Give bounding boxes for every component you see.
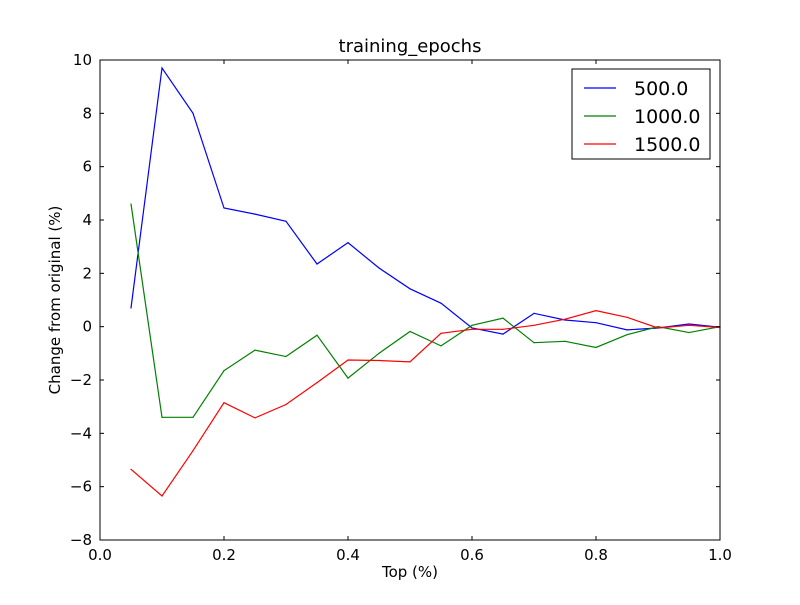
data-point bbox=[502, 328, 504, 330]
data-point bbox=[440, 302, 442, 304]
data-point bbox=[161, 67, 163, 69]
data-point bbox=[657, 327, 659, 329]
chart-title: training_epochs bbox=[339, 36, 482, 57]
data-point bbox=[440, 332, 442, 334]
x-tick-label: 0.4 bbox=[336, 546, 360, 564]
data-point bbox=[316, 263, 318, 265]
data-point bbox=[564, 318, 566, 320]
legend-label: 1000.0 bbox=[634, 106, 700, 128]
y-tick-label: 6 bbox=[82, 158, 92, 176]
data-point bbox=[192, 450, 194, 452]
data-point bbox=[254, 213, 256, 215]
x-tick-label: 0.2 bbox=[212, 546, 236, 564]
data-point bbox=[471, 327, 473, 329]
data-point bbox=[285, 220, 287, 222]
y-tick-label: 8 bbox=[82, 104, 92, 122]
y-tick-label: 2 bbox=[82, 264, 92, 282]
data-point bbox=[285, 403, 287, 406]
data-point bbox=[130, 468, 132, 470]
series-line-0 bbox=[130, 66, 721, 335]
series-layer bbox=[130, 66, 721, 497]
data-point bbox=[502, 317, 504, 319]
data-point bbox=[564, 340, 566, 342]
data-point bbox=[688, 323, 690, 325]
data-point bbox=[192, 416, 194, 418]
x-tick-label: 0.0 bbox=[88, 546, 112, 564]
y-tick-label: 0 bbox=[82, 318, 92, 336]
data-point bbox=[254, 417, 256, 419]
data-point bbox=[161, 495, 163, 497]
data-point bbox=[409, 330, 411, 333]
legend: 500.0 1000.0 1500.0 bbox=[571, 68, 711, 160]
data-point bbox=[223, 370, 225, 372]
data-point bbox=[409, 288, 411, 290]
y-tick-label: −6 bbox=[70, 478, 92, 496]
data-point bbox=[285, 355, 287, 358]
data-point bbox=[440, 345, 442, 347]
legend-label: 1500.0 bbox=[634, 134, 700, 156]
y-tick-label: 4 bbox=[82, 211, 92, 229]
data-point bbox=[347, 359, 349, 361]
x-tick-label: 0.6 bbox=[460, 546, 484, 564]
data-point bbox=[130, 203, 132, 205]
data-point bbox=[533, 312, 535, 314]
data-point bbox=[254, 349, 256, 351]
series-line-2 bbox=[130, 310, 721, 497]
x-axis-label: Top (%) bbox=[381, 563, 438, 581]
data-point bbox=[595, 322, 597, 324]
data-point bbox=[378, 359, 380, 362]
data-point bbox=[471, 328, 473, 330]
data-point bbox=[471, 324, 473, 326]
x-tick-label: 1.0 bbox=[708, 546, 732, 564]
data-point bbox=[409, 361, 411, 363]
data-point bbox=[316, 382, 318, 384]
data-point bbox=[533, 342, 535, 344]
y-axis-label: Change from original (%) bbox=[46, 206, 64, 395]
data-point bbox=[347, 242, 349, 244]
y-tick-label: −2 bbox=[70, 371, 92, 389]
y-tick-label: −4 bbox=[70, 424, 92, 442]
data-point bbox=[595, 346, 597, 349]
data-point bbox=[192, 112, 194, 114]
data-point bbox=[223, 207, 225, 209]
data-point bbox=[688, 331, 690, 334]
tick-layer: 0.0 0.2 0.4 0.6 0.8 1.0 −8 −6 −4 −2 0 2 4 6 8 10 bbox=[70, 51, 732, 564]
data-point bbox=[161, 416, 163, 418]
data-point bbox=[657, 326, 659, 328]
data-point bbox=[688, 324, 690, 326]
data-point bbox=[316, 334, 318, 336]
series-line-1 bbox=[130, 203, 721, 418]
y-tick-label: 10 bbox=[73, 51, 92, 69]
legend-label: 500.0 bbox=[634, 78, 688, 100]
y-tick-label: −8 bbox=[70, 531, 92, 549]
data-point bbox=[595, 310, 597, 312]
data-point bbox=[533, 324, 535, 326]
data-point bbox=[626, 329, 628, 331]
data-point bbox=[378, 267, 380, 269]
data-point bbox=[626, 334, 628, 336]
data-point bbox=[378, 352, 380, 354]
plot-frame bbox=[99, 59, 721, 541]
data-point bbox=[223, 402, 225, 404]
data-point bbox=[130, 307, 132, 309]
x-tick-label: 0.8 bbox=[584, 546, 608, 564]
data-point bbox=[347, 377, 349, 379]
data-point bbox=[502, 333, 504, 335]
data-point bbox=[626, 316, 628, 318]
